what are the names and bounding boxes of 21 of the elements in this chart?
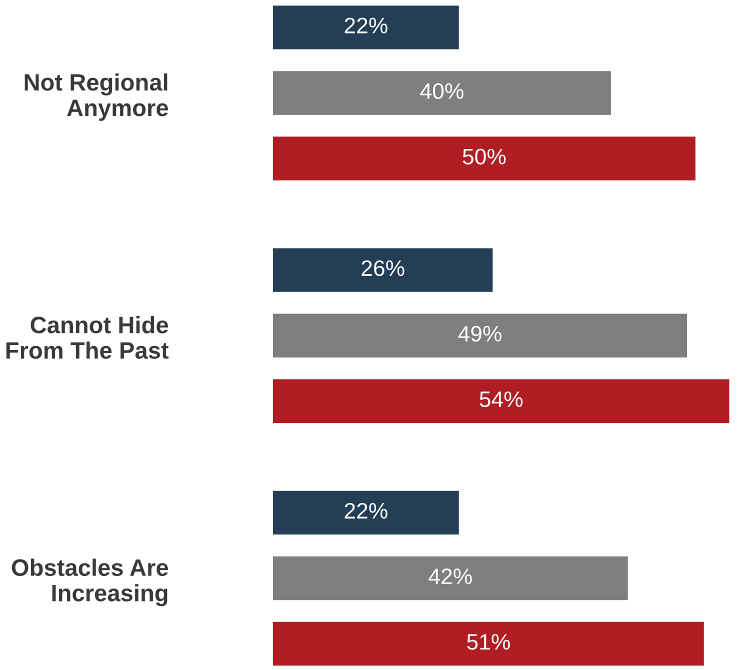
data-label: 49% <box>458 326 502 342</box>
data-label: 40% <box>420 83 464 99</box>
data-label: 51% <box>467 634 510 650</box>
data-label: 54% <box>480 391 523 408</box>
bar <box>273 490 459 535</box>
bar <box>273 71 611 115</box>
y-tick-label: Obstacles Are Increasing <box>12 558 168 606</box>
data-label: 22% <box>344 502 388 519</box>
data-label: 22% <box>344 18 388 34</box>
bar <box>273 622 704 666</box>
y-tick-label: Not Regional Anymore <box>24 73 168 121</box>
data-label: 50% <box>462 148 506 164</box>
bar <box>273 136 696 180</box>
bar <box>273 6 459 50</box>
bar <box>273 556 628 600</box>
data-label: 26% <box>362 260 404 276</box>
bar <box>273 248 493 292</box>
bar <box>273 314 687 358</box>
bar <box>273 379 730 423</box>
data-label: 42% <box>428 568 472 584</box>
y-tick-label: Cannot Hide From The Past <box>6 316 169 359</box>
